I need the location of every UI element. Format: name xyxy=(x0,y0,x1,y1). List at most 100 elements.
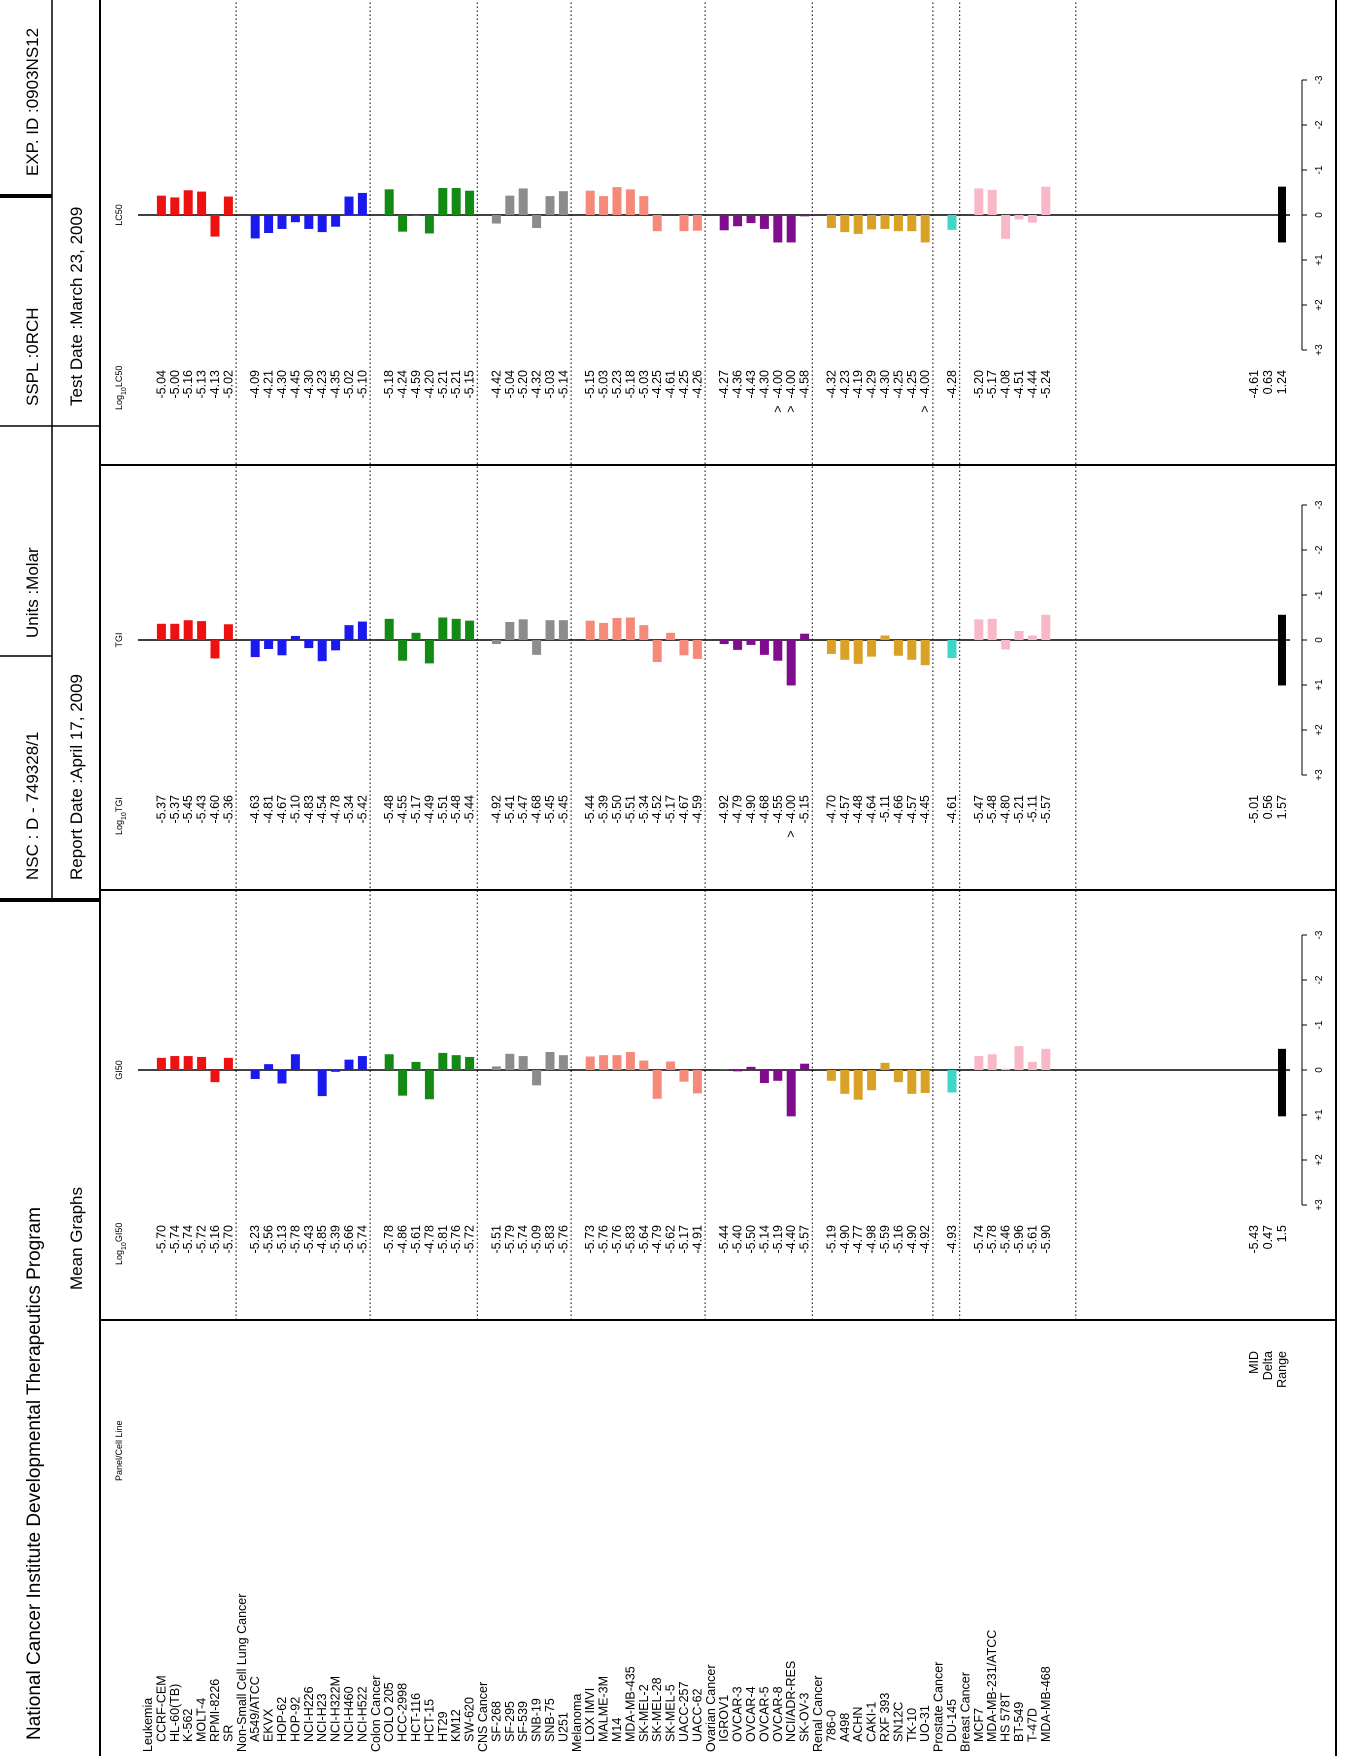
value-label: -5.34 xyxy=(342,795,356,824)
bar xyxy=(746,1066,756,1070)
value-label: -5.74 xyxy=(972,1225,986,1254)
cell-line: K-562 xyxy=(181,1709,195,1742)
value-label: -5.14 xyxy=(757,1225,771,1254)
cell-line: UACC-62 xyxy=(690,1688,704,1742)
value-label: -4.54 xyxy=(315,795,329,824)
bar xyxy=(465,190,475,215)
bar xyxy=(786,214,796,243)
value-label: -5.13 xyxy=(275,1225,289,1254)
value-label: -4.85 xyxy=(315,1225,329,1254)
bar xyxy=(692,1070,702,1094)
value-label: -5.66 xyxy=(342,1225,356,1254)
value-label: -4.77 xyxy=(851,1225,865,1254)
bar xyxy=(451,188,461,215)
bar xyxy=(438,1052,448,1070)
bar xyxy=(786,1069,796,1117)
value-label: -5.40 xyxy=(731,1225,745,1254)
cell-line: NCI-H322M xyxy=(329,1676,343,1742)
bar xyxy=(719,215,729,231)
value-label: -5.90 xyxy=(1039,1225,1053,1254)
cell-line: A498 xyxy=(838,1713,852,1742)
scale-tick-label: +2 xyxy=(1314,299,1325,311)
cell-line: NCI-H522 xyxy=(355,1686,369,1742)
value-label: -5.73 xyxy=(583,1225,597,1254)
value-label: -4.25 xyxy=(905,370,919,399)
value-label: -4.25 xyxy=(891,370,905,399)
cell-line: CAKI-1 xyxy=(865,1702,879,1742)
bar xyxy=(867,215,877,230)
panel-name: Breast Cancer xyxy=(958,1672,972,1752)
value-label: -4.81 xyxy=(262,795,276,824)
bar xyxy=(532,215,542,229)
value-label: -5.45 xyxy=(181,795,195,824)
log-prefix: Log xyxy=(114,1250,124,1265)
bar xyxy=(438,188,448,215)
value-label: -4.30 xyxy=(302,370,316,399)
log-column-header: Log10GI50 xyxy=(114,1223,128,1265)
bar xyxy=(880,214,890,229)
cell-line: U251 xyxy=(556,1712,570,1742)
cell-line: HOP-92 xyxy=(288,1697,302,1742)
value-label: -5.62 xyxy=(664,1225,678,1254)
bar xyxy=(893,640,903,656)
bar xyxy=(1041,1048,1051,1070)
value-label: -4.57 xyxy=(838,795,852,824)
value-label: -4.68 xyxy=(530,795,544,824)
value-label: -5.11 xyxy=(878,795,892,823)
value-label: -5.50 xyxy=(744,1225,758,1254)
bar xyxy=(947,214,957,230)
title: National Cancer Institute Developmental … xyxy=(24,1207,45,1740)
bar xyxy=(585,620,595,640)
value-label: -5.70 xyxy=(154,1225,168,1254)
cell-line: HT29 xyxy=(436,1711,450,1742)
value-label: -5.17 xyxy=(664,795,678,824)
value-label: -4.29 xyxy=(865,370,879,399)
value-label: -4.08 xyxy=(999,370,1013,399)
panel-name: Ovarian Cancer xyxy=(704,1664,718,1752)
value-label: -4.42 xyxy=(489,370,503,399)
bar xyxy=(451,1055,461,1070)
units: Units :Molar xyxy=(23,547,42,638)
cell-line: SN12C xyxy=(891,1702,905,1742)
summary-value: 1.5 xyxy=(1275,1225,1289,1242)
value-label: -4.61 xyxy=(664,370,678,399)
series-header: LC50 xyxy=(114,204,124,226)
bar xyxy=(424,214,434,234)
bar xyxy=(197,1056,207,1070)
bar xyxy=(733,1069,743,1072)
value-label: -5.48 xyxy=(382,795,396,824)
value-label: -4.90 xyxy=(838,1225,852,1254)
value-label: -4.45 xyxy=(288,370,302,399)
cell-line: MDA-MB-435 xyxy=(623,1666,637,1742)
value-label: -5.42 xyxy=(355,795,369,824)
value-label: -5.56 xyxy=(262,1225,276,1254)
bar xyxy=(840,1069,850,1094)
summary-value: -5.43 xyxy=(1247,1225,1261,1254)
cell-line: MCF7 xyxy=(972,1708,986,1742)
series-header: GI50 xyxy=(114,1060,124,1080)
bar xyxy=(826,639,836,654)
summary-value: 0.56 xyxy=(1261,795,1275,819)
cell-line: M14 xyxy=(610,1718,624,1742)
bar xyxy=(599,1055,609,1070)
value-label: -4.57 xyxy=(905,795,919,824)
value-label: -5.70 xyxy=(221,1225,235,1254)
bar xyxy=(1001,1068,1011,1070)
bar xyxy=(156,1057,166,1070)
bar xyxy=(692,215,702,231)
bar xyxy=(920,639,930,666)
bar xyxy=(1014,215,1024,220)
value-label: -5.83 xyxy=(623,1225,637,1254)
bar xyxy=(170,197,180,215)
value-label: -5.46 xyxy=(999,1225,1013,1254)
cell-line: HL-60(TB) xyxy=(168,1684,182,1742)
value-label: -4.19 xyxy=(851,370,865,399)
cell-line: TK-10 xyxy=(905,1708,919,1742)
value-label: -5.04 xyxy=(154,370,168,399)
cell-line: UACC-257 xyxy=(677,1682,691,1742)
log-base: 10 xyxy=(121,812,128,820)
bar xyxy=(853,215,863,234)
value-label: -5.51 xyxy=(623,795,637,824)
value-label: -5.37 xyxy=(154,795,168,824)
bar xyxy=(518,1056,528,1070)
